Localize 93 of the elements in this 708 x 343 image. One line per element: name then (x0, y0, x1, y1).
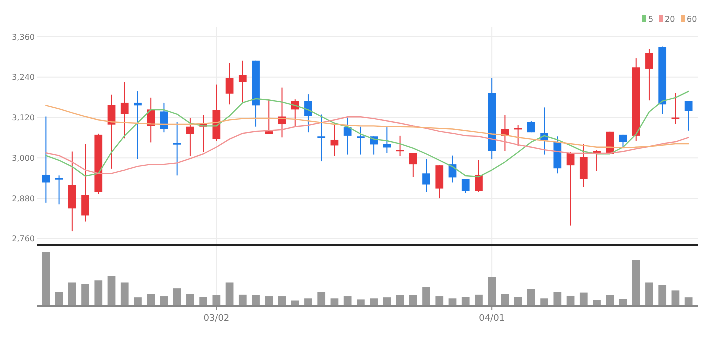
bar (304, 298, 312, 305)
bar (528, 289, 536, 305)
bar (94, 280, 103, 305)
bar (436, 296, 444, 305)
bar (238, 294, 247, 305)
bar (672, 290, 680, 305)
bar (646, 282, 654, 305)
bar (396, 295, 404, 305)
candlestick (357, 126, 365, 156)
bar (160, 296, 168, 305)
bar (173, 288, 182, 305)
bar (120, 282, 129, 305)
bar (566, 296, 575, 305)
candlestick (383, 127, 392, 154)
y-tick-label: 3,360 (12, 32, 35, 42)
candlestick (344, 117, 352, 156)
bar (82, 284, 90, 305)
bar (606, 295, 614, 305)
bar (488, 277, 496, 305)
y-tick-label: 2,760 (12, 234, 35, 244)
bar (265, 296, 274, 305)
candlestick (265, 99, 274, 135)
candlestick (55, 175, 64, 206)
bar (475, 294, 483, 305)
bar (593, 300, 601, 305)
candlestick (646, 48, 654, 102)
candlestick (593, 150, 601, 172)
x-tick-label: 03/02 (204, 314, 230, 324)
bar (501, 294, 510, 305)
candlestick (134, 91, 142, 160)
candlestick (82, 144, 90, 222)
candlestick (475, 160, 483, 193)
line-series (46, 105, 690, 149)
x-tick-label: 04/01 (479, 314, 506, 324)
bar (554, 292, 562, 305)
bar (147, 294, 156, 305)
bar (540, 298, 548, 305)
bar (619, 299, 628, 305)
bar (291, 300, 300, 305)
candlestick (173, 122, 182, 176)
candlestick (226, 62, 234, 106)
candlestick (436, 165, 444, 200)
y-tick-label: 3,240 (12, 73, 35, 82)
candlestick (409, 152, 418, 178)
bar (318, 292, 326, 305)
bar (200, 297, 208, 305)
candlestick (304, 94, 312, 134)
candlestick (120, 82, 129, 140)
bar (383, 298, 392, 305)
bar (252, 295, 260, 305)
bar (370, 298, 378, 305)
bar (514, 297, 522, 305)
candlestick (42, 116, 50, 204)
bar (134, 298, 142, 305)
bar (278, 296, 286, 305)
bar (108, 276, 116, 305)
bar (409, 295, 418, 305)
candlestick (462, 178, 470, 194)
bar (330, 298, 339, 305)
bar (212, 295, 221, 305)
bar (186, 294, 194, 305)
bar (344, 296, 352, 305)
candlestick (68, 151, 76, 232)
bar (42, 252, 50, 305)
bar (422, 288, 430, 305)
bar (632, 260, 640, 305)
legend-label: 20 (665, 15, 676, 24)
candlestick (514, 125, 522, 147)
bar (226, 282, 234, 305)
y-tick-label: 3,000 (12, 154, 35, 163)
candlestick (238, 60, 247, 104)
candlestick (684, 100, 693, 132)
candlestick (580, 144, 588, 188)
y-tick-label: 3,120 (12, 114, 35, 123)
candlestick (318, 114, 326, 162)
bar (357, 300, 365, 305)
bar (68, 282, 76, 305)
candlestick (619, 134, 628, 148)
bar (684, 298, 693, 305)
legend-label: 60 (687, 15, 698, 24)
bar (462, 297, 470, 305)
bar (580, 292, 588, 305)
candlestick (160, 102, 168, 134)
candlestick (422, 158, 430, 193)
candlestick (186, 118, 194, 157)
bar (658, 285, 667, 305)
legend-label: 5 (648, 15, 654, 24)
candlestick (396, 135, 404, 157)
line-series (46, 116, 690, 174)
bar (55, 292, 64, 305)
bar (448, 298, 457, 305)
candlestick (330, 122, 339, 157)
y-tick-label: 2,880 (12, 194, 35, 204)
